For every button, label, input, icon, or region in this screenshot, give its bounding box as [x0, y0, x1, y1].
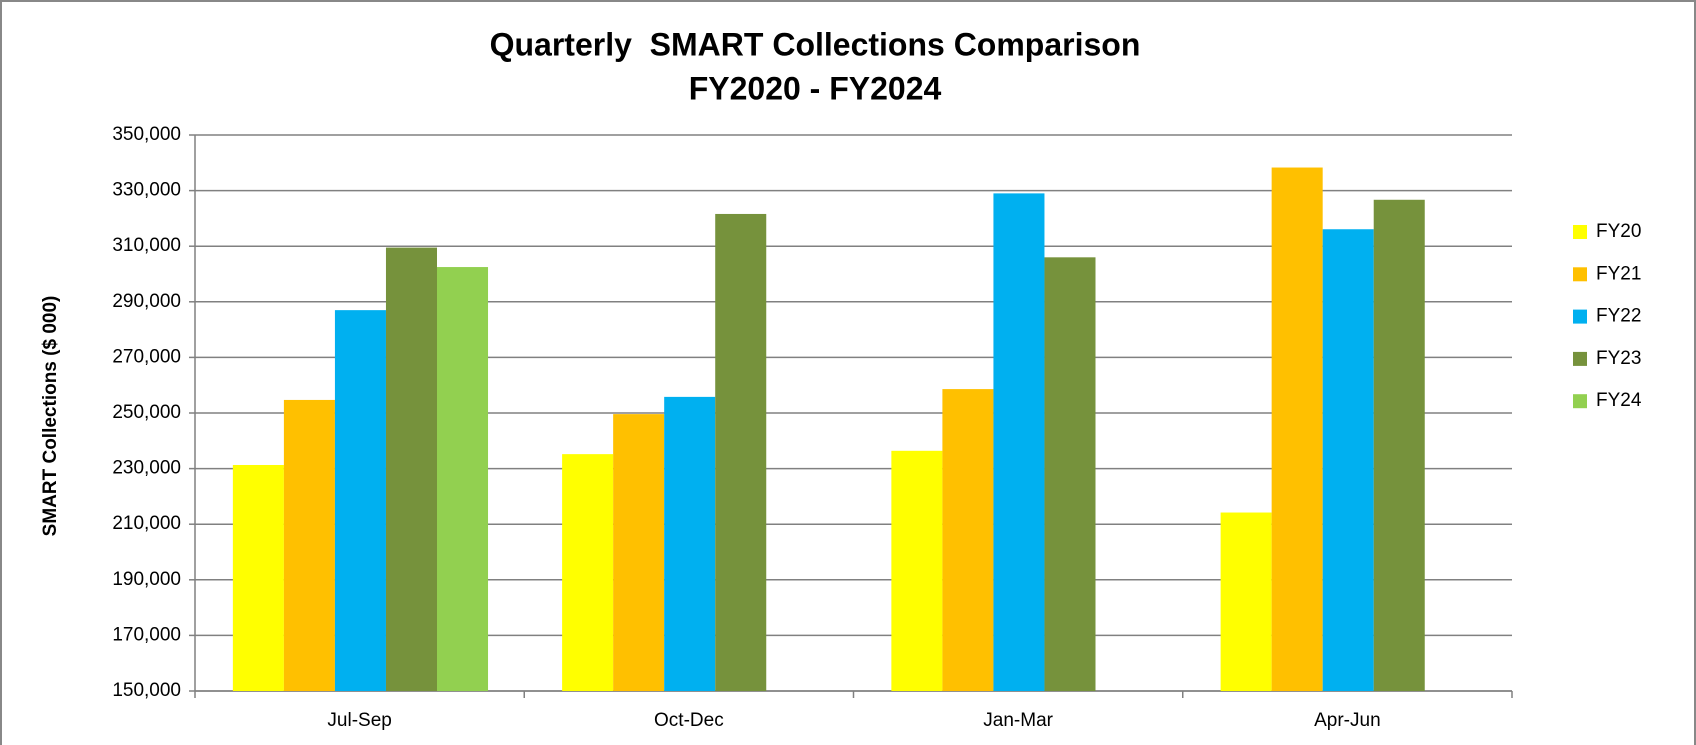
bar [334, 310, 386, 691]
x-tick-label: Oct-Dec [654, 710, 724, 731]
bar [283, 399, 335, 691]
y-tick-label: 250,000 [112, 402, 181, 423]
bar [385, 247, 437, 691]
legend-swatch [1573, 267, 1587, 282]
legend-label: FY20 [1596, 221, 1641, 242]
legend-swatch [1573, 394, 1587, 409]
y-tick-label: 310,000 [112, 235, 181, 256]
bar [1044, 257, 1096, 691]
legend-label: FY23 [1596, 348, 1641, 369]
bar [232, 464, 284, 691]
bar [1322, 229, 1374, 691]
x-tick-label: Jan-Mar [983, 710, 1053, 731]
legend-label: FY21 [1596, 263, 1641, 284]
bar [993, 193, 1045, 691]
chart-title: FY2020 - FY2024 [689, 70, 942, 106]
legend-label: FY24 [1596, 390, 1642, 411]
bar [942, 389, 994, 691]
y-tick-label: 170,000 [112, 624, 181, 645]
y-axis-label: SMART Collections ($ 000) [40, 296, 61, 537]
bar [664, 396, 716, 691]
bar [1271, 167, 1323, 691]
y-tick-label: 230,000 [112, 458, 181, 479]
y-tick-label: 290,000 [112, 291, 181, 312]
bar [715, 213, 767, 691]
y-tick-label: 330,000 [112, 180, 181, 201]
bar [562, 454, 614, 691]
bar [613, 414, 665, 691]
legend-swatch [1573, 225, 1587, 239]
y-tick-label: 350,000 [112, 124, 181, 145]
chart-title: Quarterly SMART Collections Comparison [490, 26, 1141, 62]
bar [1373, 199, 1425, 692]
bar [891, 450, 943, 691]
legend-swatch [1573, 309, 1587, 324]
y-tick-label: 270,000 [112, 346, 181, 367]
y-tick-label: 150,000 [112, 680, 181, 701]
x-tick-label: Apr-Jun [1314, 710, 1381, 731]
y-tick-label: 210,000 [112, 513, 181, 534]
legend-label: FY22 [1596, 306, 1641, 327]
bar [436, 267, 489, 691]
x-tick-label: Jul-Sep [327, 710, 391, 731]
legend-swatch [1573, 351, 1587, 366]
bar [1220, 512, 1272, 691]
y-tick-label: 190,000 [112, 569, 181, 590]
